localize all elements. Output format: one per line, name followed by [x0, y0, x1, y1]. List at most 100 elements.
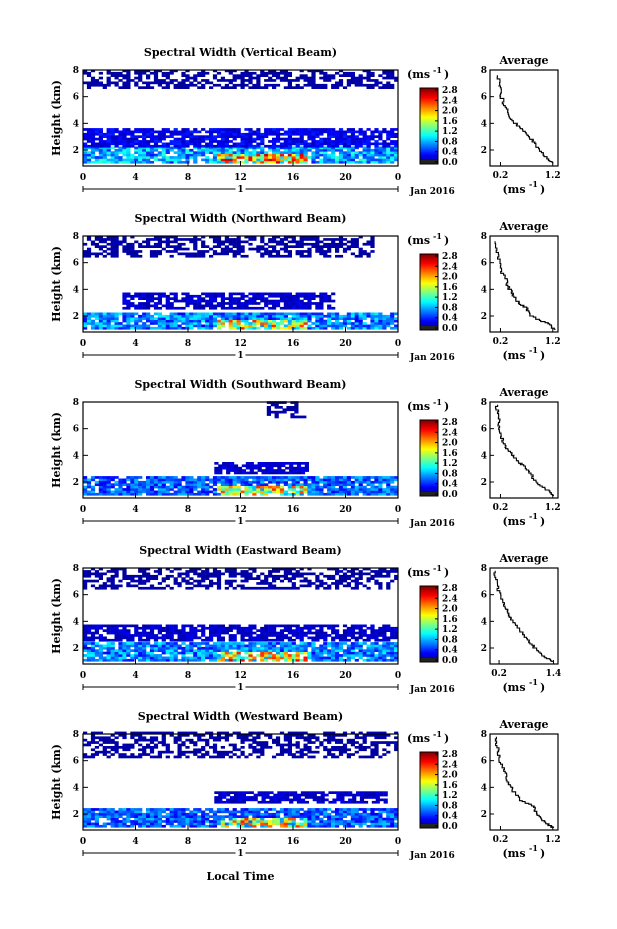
heat-cell	[228, 314, 233, 318]
heat-cell	[236, 326, 241, 330]
heat-cell	[272, 624, 277, 628]
heat-cell	[382, 71, 387, 75]
heat-cell	[173, 69, 178, 73]
heat-cell	[248, 638, 253, 642]
heat-cell	[169, 142, 174, 146]
heat-cell	[272, 306, 277, 310]
heat-cell	[134, 146, 139, 150]
heat-cell	[319, 631, 324, 635]
heat-cell	[378, 132, 383, 136]
heat-cell	[390, 71, 395, 75]
heat-cell	[366, 312, 371, 316]
heat-cell	[291, 156, 296, 159]
heat-cell	[185, 631, 190, 635]
heat-cell	[319, 140, 324, 143]
heat-cell	[248, 577, 253, 580]
heat-cell	[256, 638, 261, 642]
colorbar-swatch	[420, 296, 438, 299]
heat-cell	[350, 148, 355, 152]
heat-cell	[338, 478, 344, 482]
heat-cell	[134, 304, 139, 308]
heat-cell	[102, 324, 107, 328]
heat-cell	[311, 245, 316, 248]
heat-cell	[252, 86, 257, 89]
heat-cell	[142, 69, 147, 73]
heat-cell	[134, 69, 139, 73]
average-y-tick-label: 4	[481, 119, 487, 129]
heat-cell	[138, 71, 143, 75]
heat-cell	[169, 254, 174, 258]
colorbar-unit-exp: -1	[433, 231, 442, 241]
heat-cell	[212, 634, 218, 637]
heat-cell	[275, 140, 281, 143]
heat-cell	[83, 156, 88, 159]
heat-cell	[197, 252, 202, 256]
heat-cell	[350, 324, 355, 328]
heat-cell	[134, 629, 139, 632]
heat-cell	[114, 636, 119, 640]
heat-cell	[319, 151, 324, 154]
heat-cell	[307, 235, 312, 239]
heat-cell	[102, 146, 107, 150]
heat-cell	[212, 651, 218, 655]
heat-cell	[264, 577, 269, 580]
average-y-tick-label: 6	[481, 259, 487, 269]
heat-cell	[268, 130, 273, 134]
heat-cell	[181, 297, 186, 300]
colorbar-swatch	[420, 636, 438, 639]
heat-cell	[118, 148, 123, 152]
heat-cell	[173, 160, 178, 164]
heat-cell	[83, 642, 88, 645]
heat-cell	[338, 490, 344, 494]
heat-cell	[197, 629, 202, 632]
heat-cell	[161, 634, 166, 637]
heat-cell	[193, 158, 198, 162]
heat-cell	[311, 132, 316, 136]
average-x-label-exp: -1	[529, 511, 538, 521]
heat-cell	[220, 642, 225, 645]
heat-cell	[126, 478, 131, 482]
heat-cell	[224, 631, 229, 635]
heat-cell	[146, 626, 151, 630]
heat-cell	[287, 638, 292, 642]
heat-cell	[153, 649, 159, 652]
heat-cell	[335, 636, 340, 640]
heat-cell	[244, 476, 249, 479]
heat-cell	[165, 490, 170, 494]
heat-cell	[248, 76, 253, 80]
heat-cell	[386, 319, 391, 323]
heat-cell	[354, 584, 359, 588]
heat-cell	[153, 302, 159, 305]
heat-cell	[146, 638, 151, 642]
heat-cell	[295, 480, 300, 484]
heat-cell	[335, 160, 340, 164]
heat-cell	[165, 324, 170, 328]
heat-cell	[289, 462, 294, 465]
heat-cell	[342, 651, 348, 655]
heat-cell	[177, 160, 182, 164]
heat-cell	[382, 324, 387, 328]
heat-cell	[126, 130, 131, 134]
heat-cell	[181, 638, 186, 642]
heat-cell	[260, 478, 265, 482]
heat-cell	[157, 324, 162, 328]
heat-cell	[236, 297, 241, 300]
heat-cell	[201, 83, 206, 87]
heat-cell	[374, 130, 379, 134]
heat-cell	[311, 137, 316, 141]
heat-cell	[390, 649, 395, 652]
heat-cell	[268, 478, 273, 482]
heat-cell	[256, 306, 261, 310]
heat-cell	[83, 254, 88, 258]
heat-cell	[201, 324, 206, 328]
heat-cell	[212, 137, 218, 141]
heat-cell	[358, 158, 363, 162]
heat-cell	[394, 642, 399, 645]
heat-cell	[335, 71, 340, 75]
heat-cell	[244, 83, 249, 87]
heat-cell	[335, 83, 340, 87]
heat-cell	[282, 410, 287, 414]
heat-cell	[268, 634, 273, 637]
heat-cell	[142, 151, 147, 154]
heat-cell	[335, 130, 340, 134]
